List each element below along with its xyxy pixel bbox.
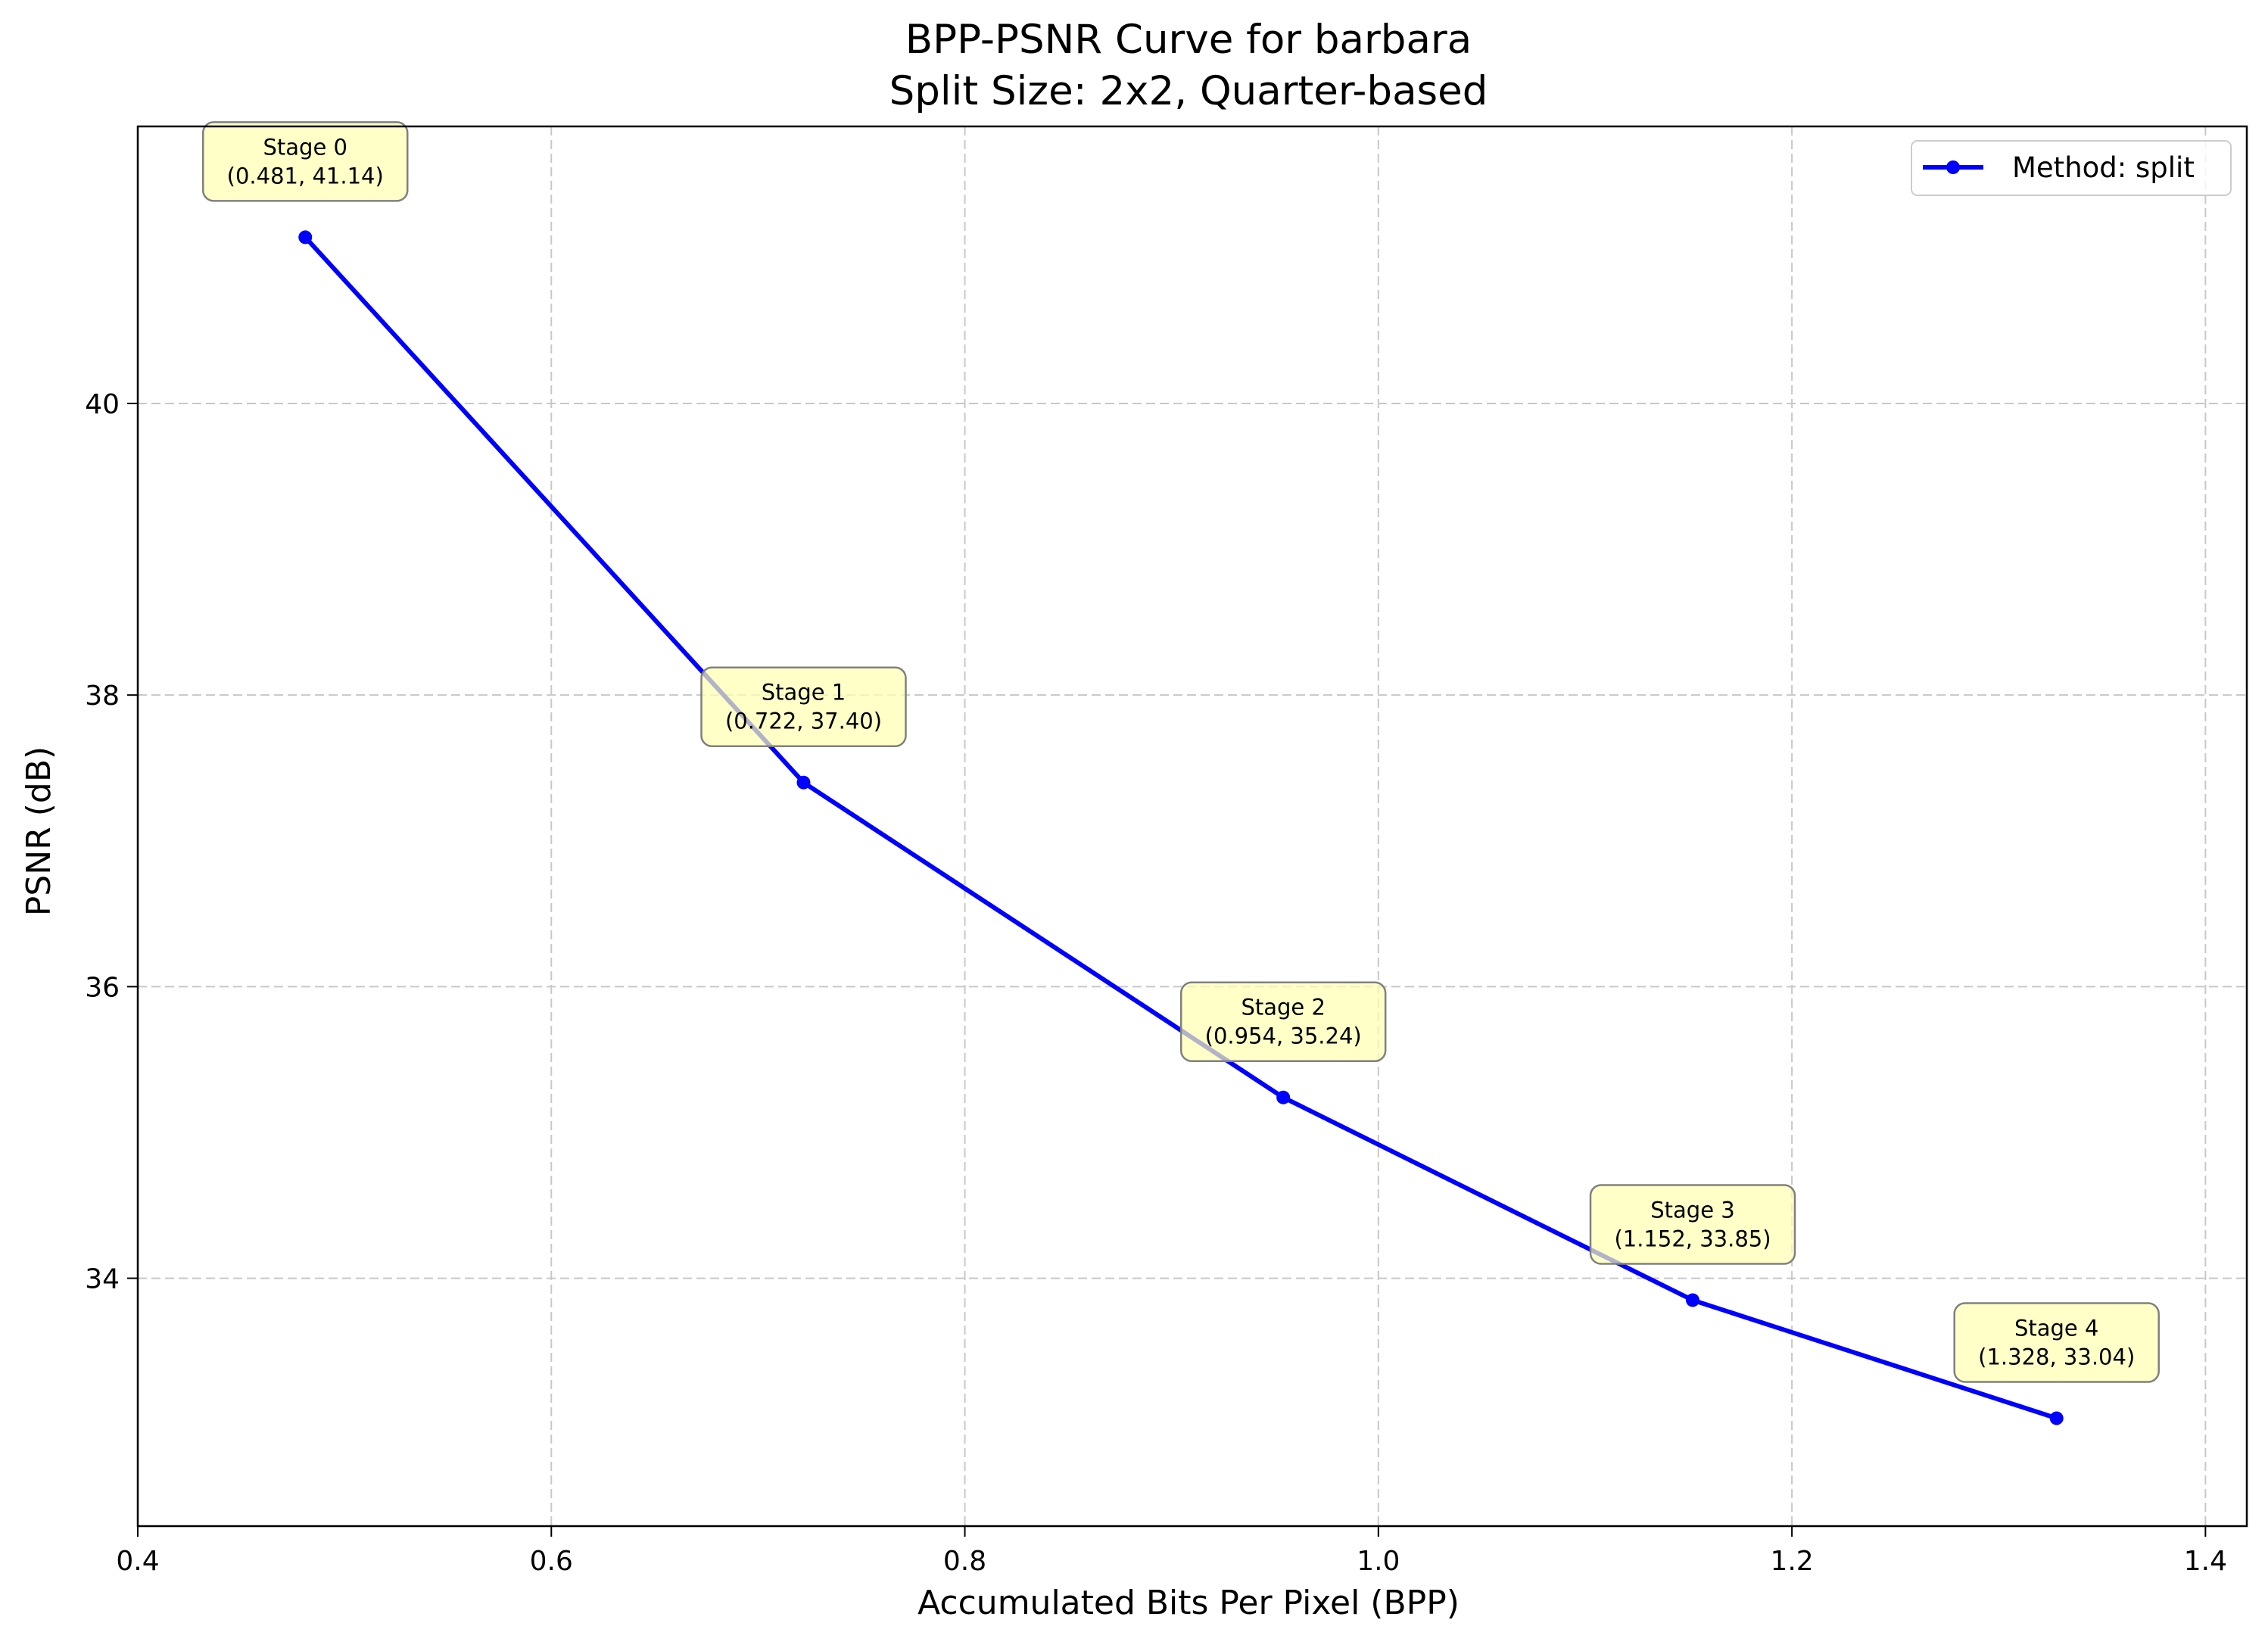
axes	[127, 125, 2248, 1537]
series-markers	[298, 230, 2064, 1425]
x-tick-label: 0.4	[116, 1546, 159, 1577]
data-point-marker	[2049, 1411, 2064, 1425]
data-point-marker	[298, 230, 313, 245]
x-axis-label: Accumulated Bits Per Pixel (BPP)	[917, 1584, 1460, 1622]
plot-frame	[136, 125, 2248, 1528]
annotation-box	[1589, 1184, 1796, 1265]
y-tick-label: 36	[85, 972, 120, 1003]
y-tick-label: 38	[85, 681, 120, 712]
chart-title: BPP-PSNR Curve for barbara	[905, 17, 1472, 63]
annotation-coordinates-label: (0.722, 37.40)	[725, 709, 882, 734]
stage-annotations: Stage 0 (0.481, 41.14) Stage 1 (0.722, 37.4…	[201, 121, 2160, 1383]
x-tick-label: 0.8	[943, 1546, 986, 1577]
annotation-box	[201, 121, 409, 202]
y-tick-label: 34	[85, 1264, 120, 1295]
data-point-marker	[1685, 1293, 1699, 1307]
annotation-stage-label: Stage 2	[1241, 995, 1325, 1020]
legend-label: Method: split	[2012, 151, 2195, 184]
y-axis-label: PSNR (dB)	[20, 746, 58, 916]
annotation-box	[1953, 1302, 2160, 1383]
annotation-coordinates-label: (0.954, 35.24)	[1205, 1023, 1362, 1049]
x-tick-label: 1.4	[2184, 1546, 2227, 1577]
annotation-coordinates-label: (1.152, 33.85)	[1614, 1226, 1771, 1251]
annotation-coordinates-label: (1.328, 33.04)	[1978, 1344, 2135, 1369]
annotation-stage-label: Stage 3	[1650, 1197, 1734, 1223]
annotation-box	[1179, 981, 1387, 1062]
legend-box	[1911, 140, 2232, 196]
annotation-coordinates-label: (0.481, 41.14)	[227, 163, 384, 188]
legend-marker-swatch	[1946, 160, 1960, 174]
annotation-stage-label: Stage 0	[263, 134, 347, 160]
tick-labels: 0.4 0.6 0.8 1.0 1.2 1.4 34 36 38 40	[85, 389, 2227, 1577]
annotation-stage-label: Stage 1	[762, 680, 846, 706]
x-tick-label: 0.6	[530, 1546, 573, 1577]
annotation-stage-label: Stage 4	[2014, 1315, 2098, 1341]
y-tick-label: 40	[85, 389, 120, 420]
chart-subtitle: Split Size: 2x2, Quarter-based	[889, 68, 1488, 114]
x-tick-label: 1.0	[1357, 1546, 1400, 1577]
annotation-box	[700, 666, 907, 747]
legend: Method: split	[1911, 140, 2232, 196]
data-point-marker	[1276, 1090, 1291, 1104]
x-tick-label: 1.2	[1770, 1546, 1813, 1577]
data-point-marker	[796, 775, 811, 790]
